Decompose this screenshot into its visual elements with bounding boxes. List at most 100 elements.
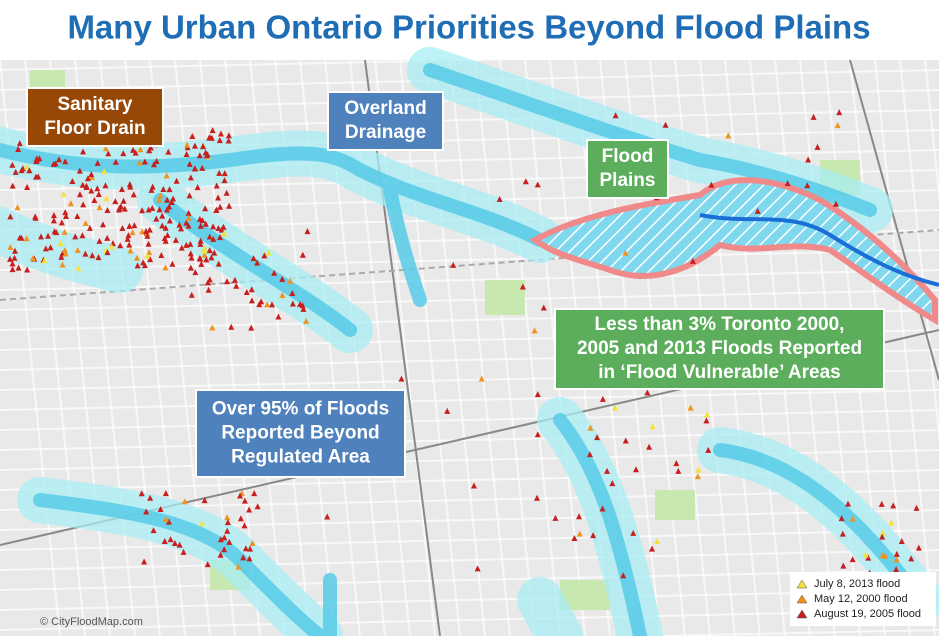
- legend-box: [790, 572, 936, 626]
- flood-report-marker: [784, 180, 791, 187]
- flood-report-marker: [173, 177, 180, 184]
- flood-report-marker: [450, 261, 457, 268]
- street: [0, 389, 939, 411]
- flood-report-marker: [88, 171, 95, 178]
- flood-report-marker: [804, 182, 811, 189]
- flood-report-marker: [609, 480, 616, 487]
- flood-report-marker: [185, 214, 192, 221]
- flood-report-marker: [237, 515, 244, 522]
- flood-report-marker: [474, 565, 481, 572]
- flood-report-marker: [708, 181, 715, 188]
- flood-report-marker: [183, 241, 190, 248]
- flood-report-marker: [147, 494, 154, 501]
- flood-report-marker: [620, 572, 627, 579]
- flood-report-marker: [75, 264, 82, 271]
- flood-report-marker: [127, 183, 134, 190]
- flood-report-marker: [102, 145, 109, 152]
- flood-report-marker: [186, 192, 193, 199]
- flood-report-markers: [7, 109, 922, 582]
- legend-label: May 12, 2000 flood: [814, 593, 908, 605]
- street: [0, 409, 939, 431]
- flood-report-marker: [197, 240, 204, 247]
- flood-report-marker: [893, 566, 900, 573]
- flood-report-marker: [250, 255, 257, 262]
- flood-report-marker: [215, 224, 222, 231]
- flood-report-marker: [189, 132, 196, 139]
- callouts: Sanitary Floor Drain Overland Drainage Flood…: [26, 87, 885, 478]
- callout-line: Plains: [600, 170, 656, 191]
- flood-report-marker: [228, 323, 235, 330]
- flood-report-marker: [153, 158, 160, 165]
- flood-report-marker: [196, 254, 203, 261]
- flood-report-marker: [878, 500, 885, 507]
- flood-report-marker: [648, 545, 655, 552]
- legend-symbol: [796, 609, 808, 619]
- flood-report-marker: [16, 234, 23, 241]
- flood-report-marker: [279, 275, 286, 282]
- flood-report-marker: [444, 407, 451, 414]
- flood-report-marker: [893, 550, 900, 557]
- flood-report-marker: [192, 269, 199, 276]
- flood-report-marker: [79, 181, 86, 188]
- flood-report-marker: [226, 538, 233, 545]
- flood-report-marker: [199, 520, 206, 527]
- flood-report-marker: [199, 164, 206, 171]
- flood-report-marker: [105, 150, 112, 157]
- flood-report-marker: [915, 544, 922, 551]
- flood-report-marker: [202, 220, 209, 227]
- flood-report-marker: [221, 177, 228, 184]
- flood-report-marker: [534, 181, 541, 188]
- callout-line: Reported Beyond: [221, 423, 379, 444]
- flood-report-marker: [145, 206, 152, 213]
- flood-report-marker: [268, 301, 275, 308]
- flood-report-marker: [300, 305, 307, 312]
- flood-report-marker: [168, 199, 175, 206]
- callout-line: Floor Drain: [44, 118, 145, 139]
- flood-report-marker: [51, 228, 58, 235]
- flood-report-marker: [208, 134, 215, 141]
- flood-report-marker: [82, 220, 89, 227]
- flood-report-marker: [705, 446, 712, 453]
- flood-report-marker: [47, 244, 54, 251]
- flood-report-marker: [533, 494, 540, 501]
- flood-report-marker: [622, 437, 629, 444]
- flood-report-marker: [687, 404, 694, 411]
- flood-report-marker: [649, 423, 656, 430]
- flood-report-marker: [18, 167, 25, 174]
- flood-report-marker: [890, 502, 897, 509]
- flood-report-marker: [249, 539, 256, 546]
- flood-report-marker: [74, 213, 81, 220]
- flood-report-marker: [646, 443, 653, 450]
- flood-report-marker: [644, 389, 651, 396]
- flood-report-marker: [470, 482, 477, 489]
- flood-report-marker: [261, 252, 268, 259]
- flood-report-marker: [217, 551, 224, 558]
- flood-report-marker: [522, 178, 529, 185]
- street: [924, 59, 939, 205]
- flood-report-marker: [16, 140, 23, 147]
- flood-report-marker: [216, 137, 223, 144]
- flood-report-marker: [56, 156, 63, 163]
- flood-report-marker: [150, 161, 157, 168]
- street: [0, 289, 939, 311]
- flood-report-marker: [201, 245, 208, 252]
- flood-report-marker: [203, 256, 210, 263]
- flood-report-marker: [167, 536, 174, 543]
- flood-report-marker: [58, 253, 65, 260]
- flood-report-marker: [144, 252, 151, 259]
- flood-report-marker: [150, 527, 157, 534]
- flood-report-marker: [210, 235, 217, 242]
- river: [699, 213, 939, 287]
- street: [0, 269, 939, 291]
- flood-report-marker: [82, 250, 89, 257]
- flood-report-marker: [181, 498, 188, 505]
- flood-report-marker: [599, 505, 606, 512]
- flood-report-marker: [201, 497, 208, 504]
- flood-report-marker: [101, 168, 108, 175]
- flood-report-marker: [187, 264, 194, 271]
- callout-line: Over 95% of Floods: [212, 399, 389, 420]
- flood-report-marker: [849, 556, 856, 563]
- callout-box: [586, 139, 669, 199]
- flood-report-marker: [198, 260, 205, 267]
- flood-report-marker: [217, 536, 224, 543]
